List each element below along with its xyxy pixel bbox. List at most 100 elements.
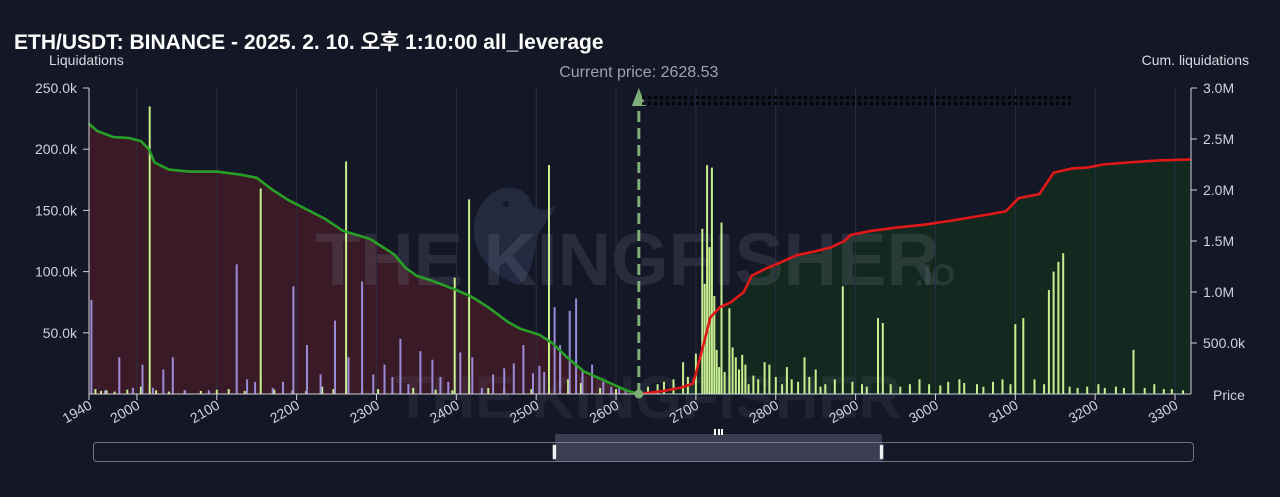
short-liquidation-bar	[100, 390, 102, 394]
cumulative-long-line	[88, 122, 640, 396]
short-liquidation-bar	[148, 106, 151, 395]
long-liquidation-bar	[171, 357, 174, 394]
short-liquidation-bar	[656, 384, 659, 394]
short-liquidation-bar	[851, 381, 854, 394]
navigator-right-handle[interactable]	[879, 444, 884, 460]
navigator-grip-icon[interactable]	[714, 429, 723, 435]
short-liquidation-bar	[412, 387, 415, 394]
long-liquidation-bar	[512, 363, 515, 394]
short-liquidation-bar	[243, 390, 246, 394]
short-liquidation-bar	[963, 383, 966, 394]
short-liquidation-bar	[814, 369, 817, 394]
long-liquidation-bar	[431, 359, 434, 394]
long-liquidation-bar	[471, 357, 474, 394]
short-liquidation-bar	[958, 379, 961, 394]
short-liquidation-bar	[819, 386, 822, 394]
long-liquidation-bar	[439, 376, 442, 394]
long-liquidation-bar	[575, 298, 578, 394]
watermark-text-secondary: THE KINGFISHER	[395, 364, 902, 431]
long-liquidation-bar	[610, 386, 613, 394]
short-liquidation-bar	[1001, 379, 1004, 394]
long-liquidation-bar	[591, 364, 594, 394]
short-liquidation-bar	[113, 391, 116, 394]
short-liquidation-bar	[451, 390, 454, 394]
long-liquidation-bar	[624, 390, 627, 394]
short-liquidation-bar	[947, 381, 950, 394]
short-liquidation-bar	[647, 386, 649, 394]
short-liquidation-bar	[723, 372, 726, 394]
short-liquidation-bar	[706, 165, 709, 394]
short-liquidation-bar	[1052, 271, 1055, 394]
long-liquidation-bar	[246, 379, 249, 394]
short-liquidation-bar	[928, 384, 931, 394]
long-liquidation-bar	[532, 373, 534, 394]
short-liquidation-bar	[215, 389, 218, 394]
left-tick-label: 50.0k	[43, 325, 78, 341]
short-liquidation-bar	[663, 381, 665, 394]
right-tick-label: 2.0M	[1203, 182, 1234, 198]
short-liquidation-bar	[738, 369, 740, 394]
short-liquidation-bar	[976, 384, 978, 394]
long-liquidation-bar	[568, 310, 571, 394]
short-liquidation-bar	[332, 389, 335, 394]
long-liquidation-bar	[538, 365, 541, 394]
short-liquidation-bar	[1114, 386, 1117, 394]
long-liquidation-bar	[207, 390, 210, 394]
short-liquidation-bar	[752, 375, 755, 394]
short-liquidation-bar	[982, 386, 985, 394]
navigator-left-handle[interactable]	[552, 444, 557, 460]
long-liquidation-bar	[618, 387, 621, 394]
x-axis-label: Price	[1213, 387, 1245, 403]
long-liquidation-bar	[581, 369, 584, 394]
short-liquidation-bar	[1182, 390, 1184, 394]
short-liquidation-bar	[747, 384, 750, 394]
left-axis-label: Liquidations	[49, 52, 124, 68]
short-liquidation-bar	[785, 367, 788, 394]
short-liquidation-bar	[1103, 387, 1106, 394]
short-liquidation-bar	[155, 390, 158, 394]
long-liquidation-bar	[319, 374, 322, 394]
long-liquidation-bar	[522, 345, 525, 394]
short-liquidation-bar	[881, 323, 884, 394]
short-liquidation-bar	[259, 188, 262, 394]
short-liquidation-bar	[94, 389, 97, 394]
right-axis-label: Cum. liquidations	[1141, 52, 1249, 68]
short-liquidation-bar	[728, 308, 731, 394]
short-liquidation-bar	[167, 391, 170, 394]
long-liquidation-bar	[141, 364, 144, 394]
x-tick-label: 3300	[1146, 397, 1181, 427]
short-liquidation-bar	[1122, 387, 1125, 394]
short-liquidation-bar	[1132, 349, 1135, 394]
long-liquidation-bar	[282, 381, 284, 394]
cumulative-short-line	[638, 158, 1192, 396]
short-liquidation-bar	[672, 379, 675, 394]
long-liquidation-bar	[391, 376, 394, 394]
short-liquidation-bar	[126, 389, 129, 394]
long-liquidation-bar	[361, 281, 364, 394]
right-tick-label: 3.0M	[1203, 80, 1234, 96]
short-liquidation-bar	[797, 381, 800, 394]
range-navigator[interactable]	[93, 429, 1194, 462]
watermark: THE KINGFISHER .IO THE KINGFISHER	[315, 187, 955, 431]
short-liquidation-bar	[741, 354, 744, 394]
short-liquidation-bar	[579, 383, 582, 394]
short-liquidation-bar	[731, 347, 734, 394]
short-liquidation-bar	[530, 389, 533, 394]
navigator-selection-window[interactable]	[555, 429, 882, 462]
long-liquidation-bar	[347, 357, 350, 394]
short-liquidation-bar	[227, 389, 230, 394]
short-liquidation-bar	[939, 385, 942, 394]
left-tick-label: 200.0k	[35, 141, 78, 157]
short-liquidation-bar	[710, 167, 713, 394]
short-liquidation-bar	[992, 381, 994, 394]
long-liquidation-bar	[383, 364, 386, 394]
long-cum-area	[89, 123, 639, 394]
left-tick-label: 150.0k	[35, 202, 78, 218]
short-liquidation-bar	[1009, 384, 1012, 394]
long-liquidation-bar	[235, 264, 238, 394]
left-tick-label: 250.0k	[35, 80, 78, 96]
left-tick-label: 100.0k	[35, 264, 78, 280]
short-liquidation-bar	[824, 384, 827, 394]
long-liquidation-bar	[334, 320, 336, 394]
short-liquidation-bar	[1068, 386, 1071, 394]
